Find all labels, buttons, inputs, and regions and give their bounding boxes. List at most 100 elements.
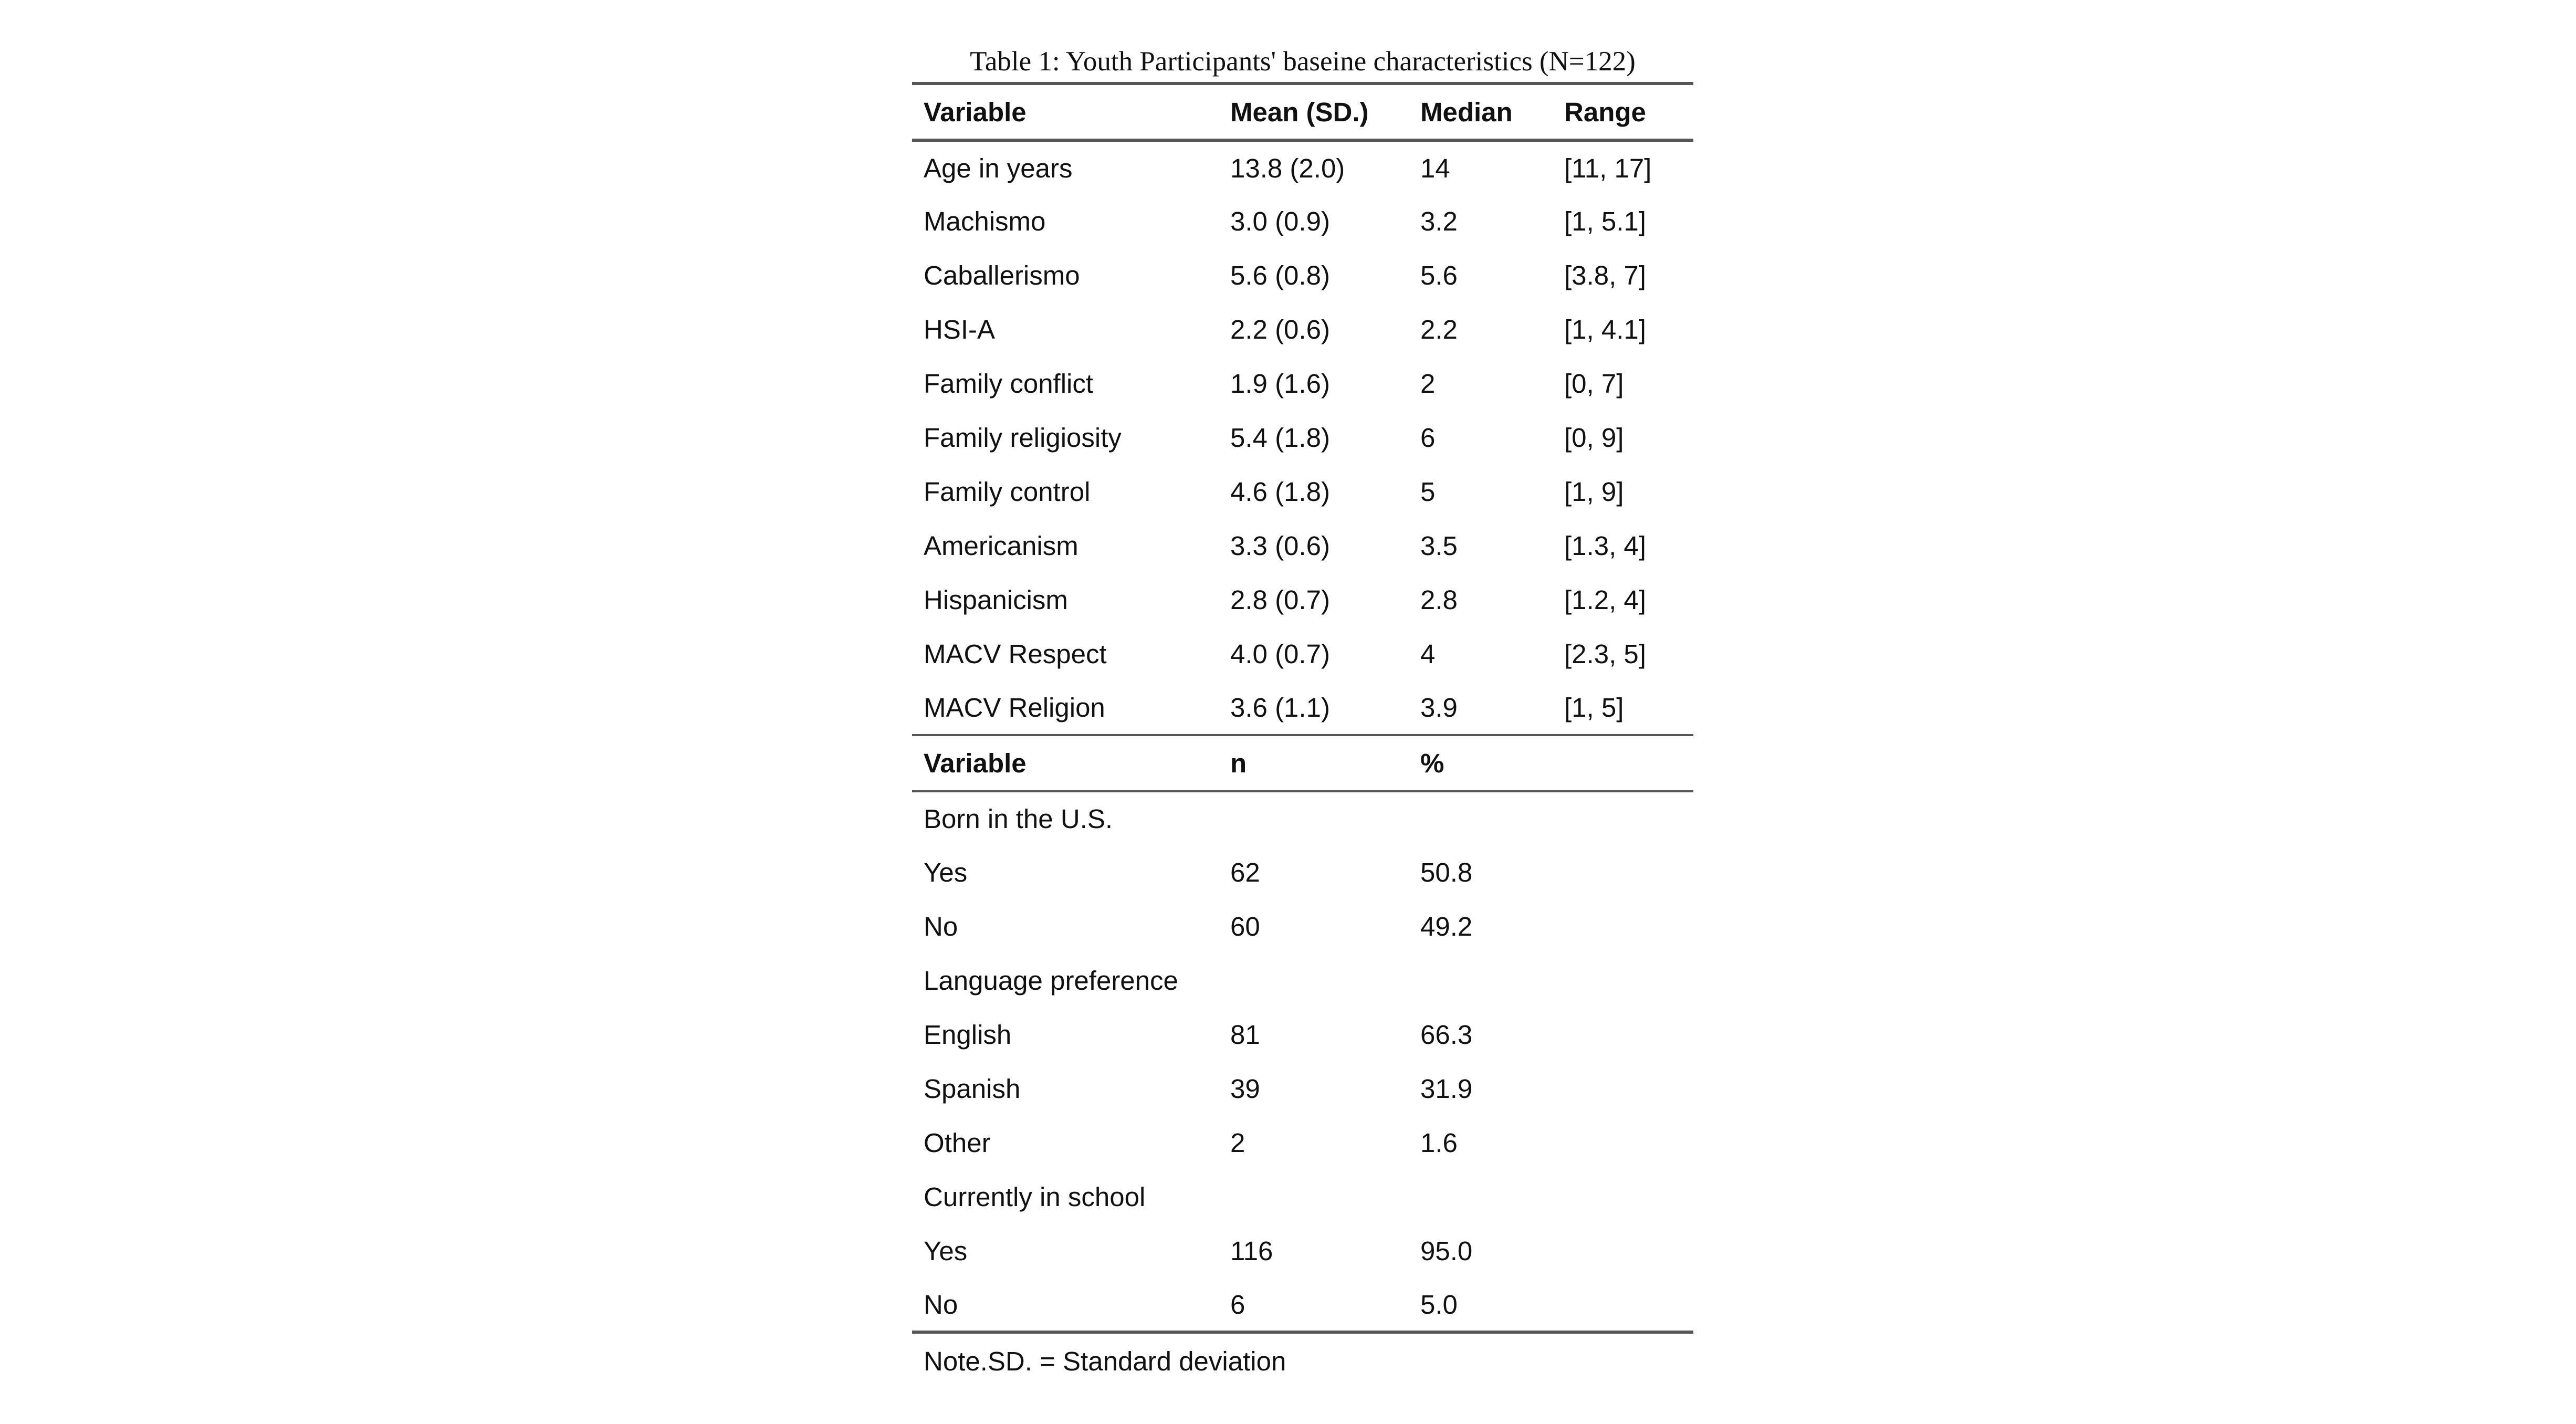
- table-cell: [0, 9]: [1564, 423, 1624, 453]
- table-cell: [1219, 1170, 1409, 1224]
- characteristics-table: Variable Mean (SD.) Median Range Age in …: [912, 82, 1693, 1389]
- table-cell: 5.4 (1.8): [1230, 423, 1330, 453]
- table-cell: English: [924, 1020, 1012, 1050]
- table-row: Machismo 3.0 (0.9) 3.2 [1, 5.1]: [912, 194, 1693, 248]
- table-cell: 2: [1420, 369, 1436, 399]
- table-cell: Yes: [924, 857, 968, 887]
- table-cell: 3.2: [1420, 206, 1458, 236]
- table-row: MACV Respect 4.0 (0.7) 4 [2.3, 5]: [912, 627, 1693, 681]
- table-row: Other 2 1.6: [912, 1116, 1693, 1170]
- table-cell: [1, 5]: [1564, 693, 1624, 723]
- table-cell: [1553, 791, 1693, 845]
- table-cell: MACV Religion: [924, 693, 1105, 723]
- table-cell: [2.3, 5]: [1564, 639, 1646, 669]
- table-cell: 116: [1230, 1236, 1273, 1266]
- table-cell: [1553, 1278, 1693, 1334]
- table-cell: Americanism: [924, 531, 1078, 561]
- table-cell: 5.6: [1420, 260, 1458, 290]
- table-cell: 2: [1230, 1128, 1245, 1158]
- table-row: Yes 116 95.0: [912, 1224, 1693, 1278]
- table-cell: 3.9: [1420, 693, 1458, 723]
- table-cell: Family control: [924, 477, 1091, 507]
- table-note-row: Note.SD. = Standard deviation: [912, 1332, 1693, 1389]
- table-cell: Family conflict: [924, 369, 1094, 399]
- table-cell: [1409, 954, 1553, 1008]
- table-row: English 81 66.3: [912, 1008, 1693, 1062]
- table-cell: 3.6 (1.1): [1230, 693, 1330, 723]
- table-note: Note.SD. = Standard deviation: [924, 1346, 1286, 1376]
- table-row: Age in years 13.8 (2.0) 14 [11, 17]: [912, 140, 1693, 194]
- table-cell: [11, 17]: [1564, 153, 1652, 183]
- table-row: HSI-A 2.2 (0.6) 2.2 [1, 4.1]: [912, 302, 1693, 357]
- table-cell: 60: [1230, 912, 1260, 941]
- table-cell: 14: [1420, 153, 1450, 183]
- table-cell: 31.9: [1420, 1074, 1473, 1104]
- table-cell: Other: [924, 1128, 991, 1158]
- table-cell: 6: [1420, 423, 1436, 453]
- table-container: Table 1: Youth Participants' baseine cha…: [912, 36, 1693, 1389]
- table-cell: 81: [1230, 1020, 1260, 1050]
- table-cell: [0, 7]: [1564, 369, 1624, 399]
- table-cell: 6: [1219, 1278, 1409, 1334]
- table-cell: 95.0: [1420, 1236, 1473, 1266]
- header-row-continuous: Variable Mean (SD.) Median Range: [912, 82, 1693, 142]
- table-cell: [3.8, 7]: [1564, 260, 1646, 290]
- table-cell: [1409, 1170, 1553, 1224]
- table-cell: [1553, 1062, 1693, 1116]
- table-cell: 49.2: [1420, 912, 1473, 941]
- table-cell: [1553, 954, 1693, 1008]
- table-cell: No: [912, 1278, 1219, 1334]
- table-cell: 2.2 (0.6): [1230, 315, 1330, 344]
- categorical-rows: Variable n % Born in the U.S. Yes 62 50.…: [912, 734, 1693, 1334]
- table-cell: 66.3: [1420, 1020, 1473, 1050]
- table-cell: 13.8 (2.0): [1230, 153, 1345, 183]
- table-cell: 39: [1230, 1074, 1260, 1104]
- table-cell: Age in years: [924, 153, 1073, 183]
- table-cell: 4.0 (0.7): [1230, 639, 1330, 669]
- table-cell: Machismo: [924, 206, 1046, 236]
- table-row: Yes 62 50.8: [912, 845, 1693, 899]
- table-cell: 2.2: [1420, 315, 1458, 344]
- table-cell: Currently in school: [924, 1182, 1146, 1212]
- table-cell: [1219, 954, 1409, 1008]
- continuous-rows: Age in years 13.8 (2.0) 14 [11, 17] Mach…: [912, 140, 1693, 735]
- table-cell: Spanish: [924, 1074, 1021, 1104]
- table-cell: 50.8: [1420, 857, 1473, 887]
- table-cell: [1, 9]: [1564, 477, 1624, 507]
- table-cell: [1219, 791, 1409, 845]
- table-cell: [1553, 1116, 1693, 1170]
- column-header: Variable: [912, 82, 1219, 142]
- table-cell: No: [924, 912, 958, 941]
- table-cell: [1553, 899, 1693, 954]
- column-header: Median: [1409, 82, 1553, 142]
- table-cell: Caballerismo: [924, 260, 1080, 290]
- table-cell: 5.6 (0.8): [1230, 260, 1330, 290]
- table-cell: MACV Respect: [924, 639, 1107, 669]
- table-cell: 2.8 (0.7): [1230, 585, 1330, 615]
- table-row: Born in the U.S.: [912, 791, 1693, 845]
- table-caption: Table 1: Youth Participants' baseine cha…: [970, 46, 1636, 77]
- table-cell: [1, 5.1]: [1564, 206, 1646, 236]
- table-cell: 4: [1420, 639, 1436, 669]
- table-row: Hispanicism 2.8 (0.7) 2.8 [1.2, 4]: [912, 573, 1693, 627]
- table-cell: [1553, 1170, 1693, 1224]
- table-cell: [1.2, 4]: [1564, 585, 1646, 615]
- table-row: Caballerismo 5.6 (0.8) 5.6 [3.8, 7]: [912, 248, 1693, 302]
- table-cell: 4.6 (1.8): [1230, 477, 1330, 507]
- column-header: Mean (SD.): [1219, 82, 1409, 142]
- column-header: Variable: [912, 734, 1219, 792]
- table-cell: 2.8: [1420, 585, 1458, 615]
- table-row: Spanish 39 31.9: [912, 1062, 1693, 1116]
- table-cell: [1.3, 4]: [1564, 531, 1646, 561]
- table-cell: Family religiosity: [924, 423, 1122, 453]
- table-row: Language preference: [912, 954, 1693, 1008]
- table-row: Family conflict 1.9 (1.6) 2 [0, 7]: [912, 357, 1693, 411]
- table-cell: Language preference: [924, 966, 1178, 996]
- table-cell: [1553, 1008, 1693, 1062]
- table-cell: [1553, 1224, 1693, 1278]
- column-header: n: [1219, 734, 1409, 792]
- table-cell: 3.0 (0.9): [1230, 206, 1330, 236]
- table-cell: HSI-A: [924, 315, 996, 344]
- column-header: [1553, 734, 1693, 792]
- table-row: Family control 4.6 (1.8) 5 [1, 9]: [912, 465, 1693, 519]
